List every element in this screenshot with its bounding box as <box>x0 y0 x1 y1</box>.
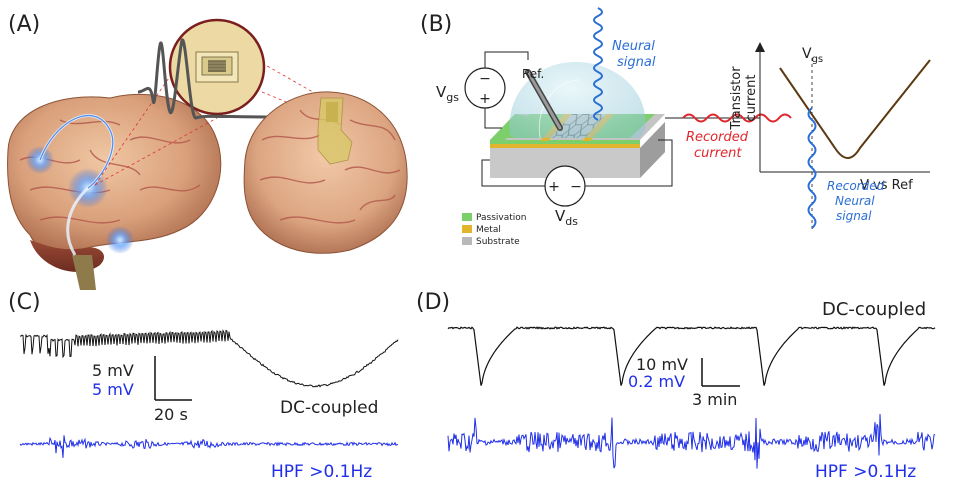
c-hpf-trace <box>19 435 399 458</box>
legend-swatch-passivation <box>462 213 472 221</box>
d-dc-label: DC-coupled <box>822 299 926 320</box>
recorded-neural-line3: signal <box>836 209 872 223</box>
panel-a: (A) <box>7 12 408 290</box>
c-hpf-label: HPF >0.1Hz <box>271 462 372 482</box>
legend-metal: Metal <box>476 225 501 235</box>
x-axis-label: V vs Ref <box>860 178 913 193</box>
vgs-label-main: V <box>436 83 447 101</box>
d-dc-trace <box>447 326 936 386</box>
y-axis-label-1: Transistor <box>729 66 744 131</box>
vgs-label-sub: gs <box>446 91 459 104</box>
svg-text:+: + <box>479 91 491 107</box>
d-scale-mv-blue: 0.2 mV <box>628 372 685 391</box>
panel-c: (C) 5 mV 5 mV 20 s DC-coupled HPF >0.1Hz <box>8 290 399 482</box>
svg-text:Vds: Vds <box>555 207 578 228</box>
d-hpf-label: HPF >0.1Hz <box>815 462 916 482</box>
recorded-neural-wave <box>807 107 817 229</box>
vds-label-main: V <box>555 207 566 225</box>
gfet-device <box>490 62 665 178</box>
legend-substrate: Substrate <box>476 237 520 247</box>
c-dc-label: DC-coupled <box>280 398 378 418</box>
panel-b: (B) Neural signal Ref <box>420 7 931 247</box>
vgs-curve-main: V <box>802 46 812 62</box>
vds-label-sub: ds <box>565 215 578 228</box>
c-scale-mv-black: 5 mV <box>92 361 134 380</box>
dirac-curve <box>779 59 931 159</box>
legend-passivation: Passivation <box>476 213 527 223</box>
c-dc-trace <box>19 328 399 388</box>
neural-signal-line2: signal <box>617 55 656 70</box>
vgs-source: − + Vgs <box>436 67 506 109</box>
c-scale-mv-blue: 5 mV <box>92 380 134 399</box>
neural-signal-wave <box>593 7 603 121</box>
neural-signal-line1: Neural <box>612 39 655 54</box>
recorded-current-line1: Recorded <box>686 130 749 145</box>
legend-swatch-metal <box>462 225 472 233</box>
legend-swatch-substrate <box>462 237 472 245</box>
vds-source: + − Vds <box>544 165 586 228</box>
svg-text:Vgs: Vgs <box>802 46 823 65</box>
y-axis-label-2: current <box>744 75 759 122</box>
d-scale-time: 3 min <box>692 390 737 409</box>
d-hpf-trace <box>447 413 936 469</box>
panel-d: (D) DC-coupled 10 mV 0.2 mV 3 min HPF >0… <box>416 290 936 482</box>
svg-text:−: − <box>479 71 491 87</box>
ref-label: Ref. <box>522 67 544 81</box>
svg-text:Vgs: Vgs <box>436 83 459 104</box>
panel-a-label: (A) <box>8 12 40 37</box>
transfer-curve: Transistor current V vs Ref Vgs Recorded… <box>729 42 931 232</box>
brain-side-view <box>7 93 222 290</box>
brain-top-view <box>243 91 408 254</box>
recorded-neural-line2: Neural <box>835 194 875 208</box>
recorded-current-line2: current <box>694 146 742 161</box>
action-potential-trace <box>137 38 279 120</box>
panel-d-label: (D) <box>416 290 450 315</box>
d-scale-mv-black: 10 mV <box>636 355 688 374</box>
c-scale-time: 20 s <box>154 405 188 424</box>
vgs-curve-sub: gs <box>812 54 824 65</box>
recorded-neural-line1: Recorded <box>827 179 885 193</box>
panel-c-label: (C) <box>8 290 41 315</box>
material-legend: Passivation Metal Substrate <box>462 213 527 247</box>
svg-text:+: + <box>548 179 560 195</box>
panel-b-label: (B) <box>420 12 452 37</box>
svg-text:−: − <box>570 179 582 195</box>
recorded-current-wave <box>682 113 792 123</box>
